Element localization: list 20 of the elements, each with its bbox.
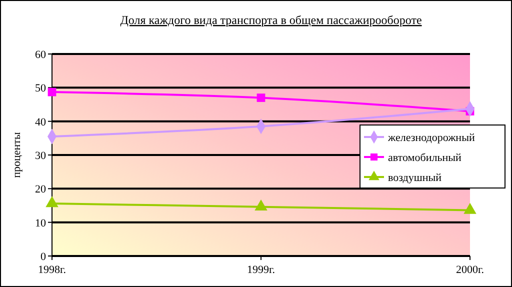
legend-label: автомобильный <box>388 152 462 164</box>
point <box>46 196 58 208</box>
point <box>256 94 266 102</box>
legend-label: воздушный <box>388 172 442 184</box>
y-tick-label: 0 <box>40 251 46 263</box>
y-axis-title: проценты <box>11 132 23 178</box>
point <box>254 200 268 211</box>
point <box>48 88 56 96</box>
x-tick-label: 1998г. <box>38 264 66 276</box>
y-tick-label: 30 <box>35 150 46 162</box>
y-tick-label: 40 <box>35 116 46 128</box>
x-tick-label: 2000г. <box>456 264 484 276</box>
y-tick-label: 50 <box>35 82 46 95</box>
y-tick-label: 10 <box>35 217 46 230</box>
x-tick-label: 1999г. <box>246 264 276 276</box>
chart-title: Доля каждого вида транспорта в общем пассажирообороте <box>120 13 422 27</box>
y-tick-label: 60 <box>35 49 46 61</box>
legend-label: железнодорожный <box>387 132 475 144</box>
y-tick-label: 20 <box>35 184 46 196</box>
point <box>464 202 476 214</box>
